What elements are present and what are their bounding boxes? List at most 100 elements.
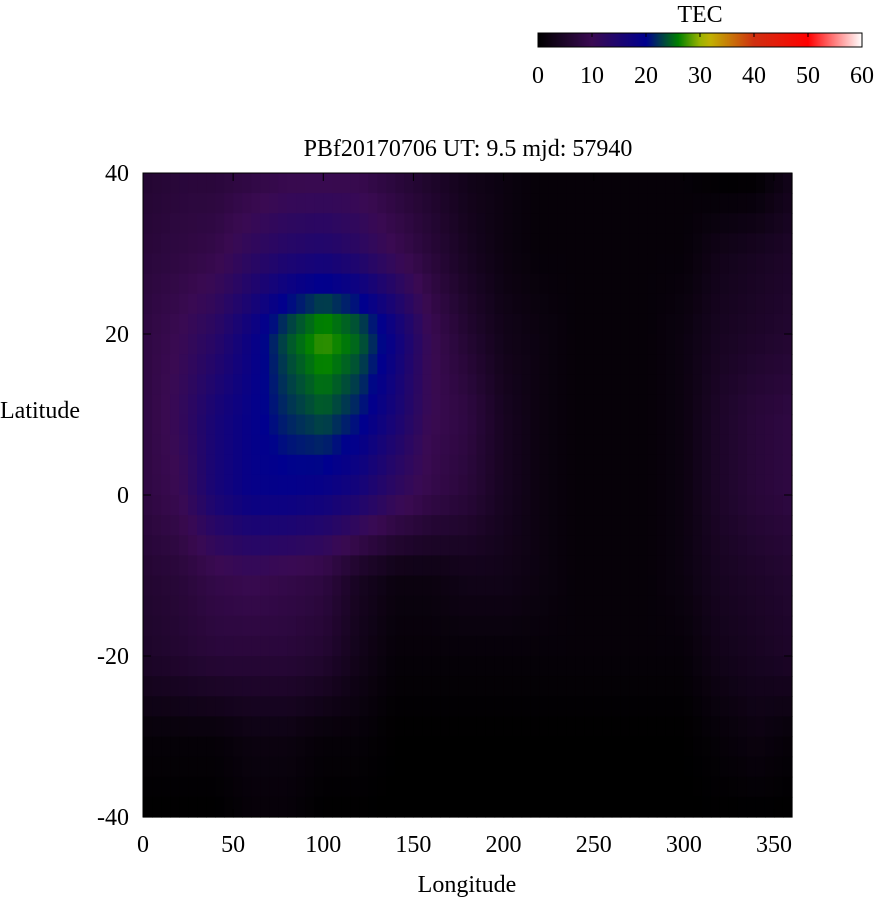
heatmap-cell	[719, 293, 730, 315]
heatmap-cell	[332, 776, 342, 798]
heatmap-cell	[251, 273, 261, 295]
heatmap-cell	[476, 394, 487, 416]
heatmap-cell	[746, 173, 757, 194]
heatmap-cell	[278, 454, 288, 476]
heatmap-cell	[242, 635, 252, 657]
heatmap-cell	[485, 354, 496, 375]
heatmap-cell	[539, 173, 550, 194]
heatmap-cell	[629, 394, 640, 416]
heatmap-cell	[341, 374, 351, 395]
heatmap-cell	[602, 354, 613, 375]
heatmap-cell	[665, 535, 676, 556]
heatmap-cell	[323, 716, 333, 738]
heatmap-cell	[359, 676, 369, 697]
heatmap-cell	[206, 555, 216, 577]
heatmap-cell	[458, 313, 469, 335]
heatmap-cell	[548, 635, 559, 657]
heatmap-cell	[584, 474, 595, 496]
heatmap-cell	[764, 595, 775, 617]
heatmap-cell	[485, 555, 496, 577]
heatmap-cell	[719, 434, 730, 456]
heatmap-cell	[674, 394, 685, 416]
heatmap-cell	[593, 776, 604, 798]
heatmap-cell	[485, 233, 496, 255]
heatmap-cell	[278, 796, 288, 818]
heatmap-cell	[512, 555, 523, 577]
heatmap-cell	[350, 434, 360, 456]
heatmap-cell	[746, 394, 757, 416]
heatmap-cell	[314, 595, 324, 617]
heatmap-cell	[449, 454, 460, 476]
heatmap-cell	[512, 193, 523, 214]
x-axis-label: Longitude	[418, 872, 517, 898]
heatmap-cell	[548, 575, 559, 597]
heatmap-cell	[179, 796, 189, 818]
heatmap-cell	[251, 756, 261, 778]
heatmap-cell	[593, 696, 604, 717]
heatmap-cell	[251, 736, 261, 758]
heatmap-cell	[521, 736, 532, 758]
heatmap-cell	[674, 615, 685, 637]
heatmap-cell	[377, 293, 387, 315]
heatmap-cell	[476, 253, 487, 275]
heatmap-cell	[620, 736, 631, 758]
heatmap-cell	[566, 656, 577, 677]
heatmap-cell	[773, 615, 784, 637]
heatmap-cell	[350, 535, 360, 556]
heatmap-cell	[440, 253, 451, 275]
heatmap-cell	[530, 515, 541, 536]
heatmap-cell	[548, 495, 559, 516]
heatmap-cell	[530, 756, 541, 778]
heatmap-cell	[260, 736, 270, 758]
heatmap-cell	[746, 595, 757, 617]
heatmap-cell	[701, 374, 712, 395]
heatmap-cell	[692, 374, 703, 395]
heatmap-cell	[143, 575, 153, 597]
heatmap-cell	[233, 354, 243, 375]
heatmap-cell	[575, 756, 586, 778]
heatmap-cell	[152, 394, 162, 416]
heatmap-cell	[251, 374, 261, 395]
heatmap-cell	[170, 535, 180, 556]
heatmap-cell	[494, 736, 505, 758]
heatmap-cell	[674, 454, 685, 476]
heatmap-cell	[530, 595, 541, 617]
heatmap-cell	[746, 736, 757, 758]
heatmap-cell	[512, 615, 523, 637]
heatmap-cell	[161, 313, 171, 335]
heatmap-cell	[467, 354, 478, 375]
heatmap-cell	[629, 293, 640, 315]
heatmap-cell	[593, 716, 604, 738]
heatmap-cell	[647, 293, 658, 315]
heatmap-cell	[386, 656, 396, 677]
heatmap-cell	[476, 334, 487, 355]
heatmap-cell	[440, 796, 451, 818]
heatmap-cell	[737, 313, 748, 335]
heatmap-cell	[710, 635, 721, 657]
chart-title: PBf20170706 UT: 9.5 mjd: 57940	[304, 136, 633, 162]
heatmap-cell	[494, 656, 505, 677]
heatmap-cell	[440, 515, 451, 536]
heatmap-cell	[431, 354, 442, 375]
heatmap-cell	[647, 233, 658, 255]
heatmap-cell	[503, 716, 514, 738]
heatmap-cell	[323, 414, 333, 436]
heatmap-cell	[728, 535, 739, 556]
heatmap-cell	[377, 776, 387, 798]
heatmap-cell	[530, 414, 541, 436]
heatmap-cell	[314, 535, 324, 556]
heatmap-cell	[656, 474, 667, 496]
heatmap-cell	[350, 696, 360, 717]
heatmap-cell	[782, 313, 793, 335]
heatmap-cell	[575, 796, 586, 818]
heatmap-cell	[305, 474, 315, 496]
heatmap-cell	[737, 615, 748, 637]
heatmap-cell	[755, 334, 766, 355]
heatmap-cell	[773, 354, 784, 375]
heatmap-cell	[170, 293, 180, 315]
heatmap-cell	[476, 615, 487, 637]
heatmap-cell	[413, 696, 424, 717]
heatmap-cell	[692, 615, 703, 637]
heatmap-cell	[701, 193, 712, 214]
heatmap-cell	[602, 515, 613, 536]
